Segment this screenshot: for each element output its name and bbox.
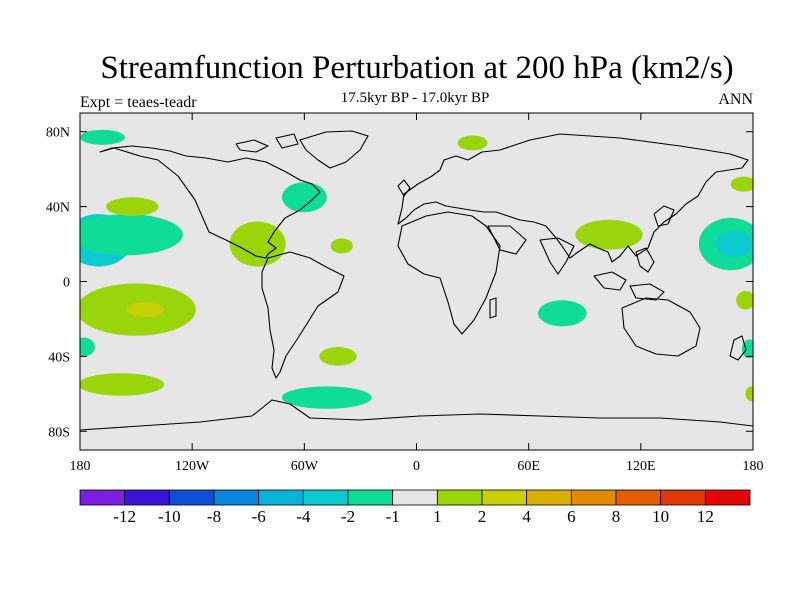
lat-tick-label-1: 40N xyxy=(46,201,70,216)
lat-tick-label-4: 80S xyxy=(48,425,70,440)
map-axes: 180 120W 60W 0 60E 120E 180 80N 40N 0 40S 80S xyxy=(46,113,764,474)
colorbar-box-0 xyxy=(79,489,126,506)
colorbar-box-5 xyxy=(302,489,349,506)
colorbar-box-6 xyxy=(347,489,394,506)
lon-tick-label-4: 60E xyxy=(517,459,540,474)
contour-region-18 xyxy=(730,176,753,192)
colorbar-box-2 xyxy=(168,489,215,506)
lon-tick-label-6: 180 xyxy=(743,459,764,474)
contour-region-17 xyxy=(715,230,753,258)
colorbar-box-14 xyxy=(704,489,751,506)
lon-tick-label-3: 0 xyxy=(413,459,420,474)
lat-tick-label-0: 80N xyxy=(46,126,70,141)
coastlines xyxy=(80,130,753,431)
contour-region-15 xyxy=(538,300,587,327)
time-range-subtitle: 17.5kyr BP - 17.0kyr BP xyxy=(340,90,490,106)
season-label: ANN xyxy=(718,91,753,108)
plot-title: Streamfunction Perturbation at 200 hPa (… xyxy=(100,50,734,86)
map-background xyxy=(80,113,753,450)
colorbar-box-10 xyxy=(526,489,572,506)
contour-region-2 xyxy=(106,197,159,216)
colorbar-box-9 xyxy=(481,489,528,506)
colorbar-label-1: -10 xyxy=(158,507,181,526)
colorbar-box-8 xyxy=(436,489,483,506)
colorbar-box-1 xyxy=(124,489,170,506)
contour-region-8 xyxy=(229,221,286,267)
colorbar-box-13 xyxy=(660,489,706,506)
lon-tick-label-1: 120W xyxy=(175,459,210,474)
contour-region-19 xyxy=(736,290,753,310)
colorbar-label-10: 6 xyxy=(567,507,576,526)
colorbar-box-11 xyxy=(570,489,617,506)
colorbar-label-9: 4 xyxy=(522,507,531,526)
contour-region-5 xyxy=(80,337,95,357)
contour-region-11 xyxy=(319,347,357,366)
contour-region-14 xyxy=(575,219,643,250)
colorbar-label-12: 10 xyxy=(652,507,669,526)
contour-region-13 xyxy=(457,135,488,151)
contour-region-21 xyxy=(745,386,753,402)
lon-tick-label-5: 120E xyxy=(626,459,656,474)
contour-fills xyxy=(80,129,753,409)
colorbar: -12 -10 -8 -6 -4 -2 -1 1 2 4 6 8 10 12 xyxy=(79,489,751,526)
contour-region-6 xyxy=(80,373,165,396)
colorbar-label-5: -2 xyxy=(341,507,355,526)
lat-tick-label-3: 40S xyxy=(48,350,70,365)
colorbar-label-3: -6 xyxy=(252,507,266,526)
contour-region-4 xyxy=(126,302,165,318)
colorbar-label-13: 12 xyxy=(697,507,714,526)
contour-region-1 xyxy=(80,214,183,256)
colorbar-box-4 xyxy=(258,489,304,506)
contour-region-9 xyxy=(281,182,327,213)
lat-tick-label-2: 0 xyxy=(63,276,70,291)
colorbar-label-8: 2 xyxy=(478,507,487,526)
contour-region-12 xyxy=(281,386,372,409)
colorbar-label-6: -1 xyxy=(386,507,400,526)
colorbar-label-4: -4 xyxy=(296,507,311,526)
colorbar-label-0: -12 xyxy=(113,507,136,526)
colorbar-box-3 xyxy=(213,489,260,506)
colorbar-label-7: 1 xyxy=(433,507,442,526)
lon-tick-label-2: 60W xyxy=(291,459,319,474)
colorbar-box-7 xyxy=(392,489,438,506)
contour-region-10 xyxy=(330,238,353,254)
lon-tick-label-0: 180 xyxy=(70,459,91,474)
colorbar-label-2: -8 xyxy=(207,507,221,526)
colorbar-box-12 xyxy=(615,489,662,506)
contour-region-7 xyxy=(80,129,125,145)
experiment-label: Expt = teaes-teadr xyxy=(80,94,197,111)
colorbar-label-11: 8 xyxy=(612,507,621,526)
